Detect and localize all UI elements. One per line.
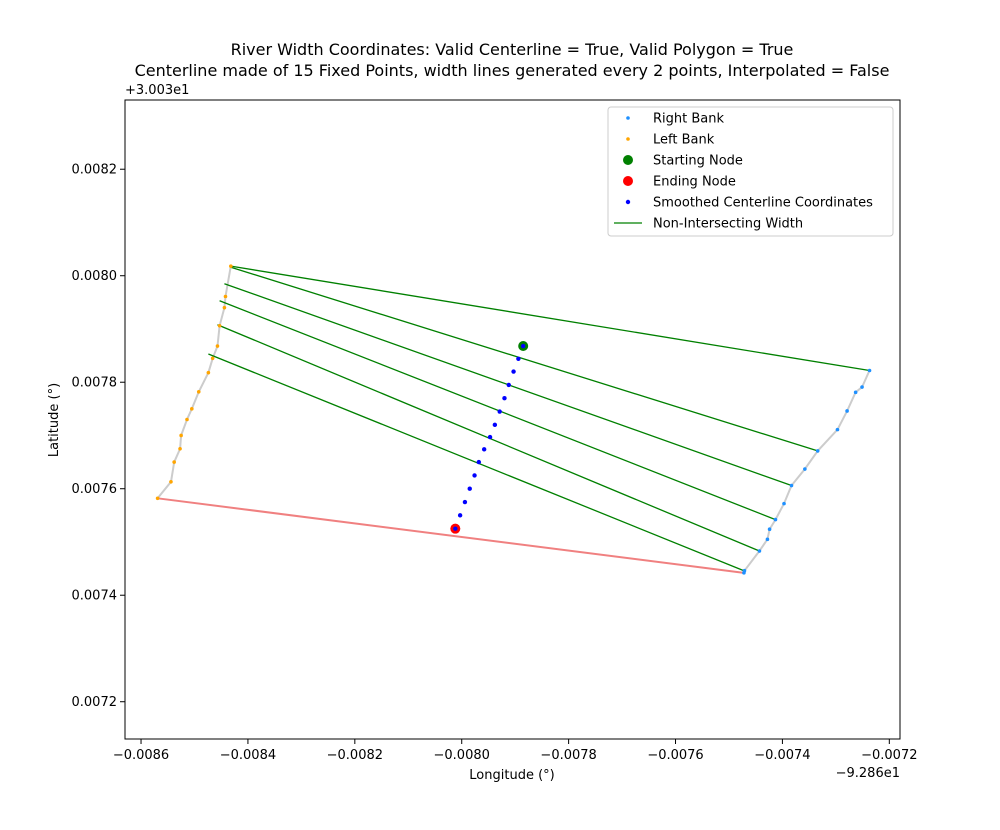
legend-label-3: Ending Node bbox=[653, 175, 736, 190]
right-bank-point-14 bbox=[742, 571, 746, 575]
right-bank-point-10 bbox=[767, 527, 772, 531]
x-tick-label-7: −0.0072 bbox=[861, 748, 917, 763]
centerline-point-2 bbox=[511, 369, 516, 374]
centerline-point-6 bbox=[492, 422, 498, 428]
right-bank-point-12 bbox=[757, 549, 762, 553]
chart-title-line1: River Width Coordinates: Valid Centerlin… bbox=[231, 40, 794, 59]
x-offset-label: −9.286e1 bbox=[836, 766, 900, 781]
left-bank-point-10 bbox=[179, 433, 183, 438]
right-bank-point-3 bbox=[845, 409, 849, 413]
width-line-5 bbox=[208, 353, 745, 572]
x-tick-label-3: −0.0080 bbox=[434, 748, 490, 763]
y-axis-label: Latitude (°) bbox=[47, 383, 62, 457]
centerline-point-4 bbox=[502, 396, 507, 401]
left-bank-point-1 bbox=[223, 294, 228, 299]
left-bank-point-5 bbox=[210, 356, 215, 361]
centerline-point-7 bbox=[487, 434, 493, 440]
plot-layer bbox=[155, 264, 872, 575]
left-bank-point-3 bbox=[217, 323, 222, 328]
width-line-0 bbox=[230, 265, 870, 372]
centerline-point-13 bbox=[457, 513, 463, 518]
right-bank-point-5 bbox=[815, 449, 820, 453]
legend-marker-1 bbox=[626, 137, 630, 141]
right-bank-point-2 bbox=[853, 390, 858, 395]
legend-marker-4 bbox=[625, 199, 631, 205]
centerline-point-10 bbox=[472, 473, 477, 478]
right-bank-point-4 bbox=[835, 427, 840, 432]
right-bank-point-11 bbox=[765, 537, 770, 542]
right-bank-point-1 bbox=[860, 385, 864, 389]
plot-frame bbox=[124, 99, 901, 740]
legend-label-4: Smoothed Centerline Coordinates bbox=[653, 196, 873, 211]
y-tick-label-3: 0.0078 bbox=[72, 376, 118, 391]
y-tick-label-4: 0.0080 bbox=[72, 269, 118, 284]
legend-label-5: Non-Intersecting Width bbox=[653, 217, 803, 232]
left-bank-point-11 bbox=[178, 446, 182, 451]
y-offset-label: +3.003e1 bbox=[125, 83, 189, 98]
x-tick-label-4: −0.0078 bbox=[540, 748, 596, 763]
x-tick-label-2: −0.0082 bbox=[327, 748, 383, 763]
legend-marker-3 bbox=[623, 176, 633, 186]
centerline-point-12 bbox=[462, 499, 468, 505]
centerline-point-5 bbox=[497, 409, 502, 414]
y-tick-label-5: 0.0082 bbox=[72, 163, 118, 178]
centerline-point-9 bbox=[476, 459, 482, 465]
x-axis-label: Longitude (°) bbox=[469, 768, 554, 783]
right-bank-point-8 bbox=[782, 501, 786, 506]
centerline-point-11 bbox=[467, 486, 472, 491]
centerline-point-3 bbox=[506, 382, 511, 388]
right-bank-point-0 bbox=[867, 368, 872, 373]
centerline-point-8 bbox=[481, 447, 487, 452]
y-tick-label-0: 0.0072 bbox=[72, 695, 118, 710]
y-tick-label-1: 0.0074 bbox=[72, 589, 118, 604]
y-axis-ticks: 0.0072 0.0074 0.0076 0.0078 0.0080 0.0082 bbox=[72, 163, 125, 710]
left-bank-point-6 bbox=[206, 370, 211, 375]
left-bank-point-0 bbox=[229, 264, 233, 268]
right-bank-point-6 bbox=[803, 467, 807, 471]
centerline-point-0 bbox=[520, 343, 526, 349]
left-bank-point-14 bbox=[155, 496, 160, 501]
centerline-point-14 bbox=[453, 526, 458, 531]
legend-label-2: Starting Node bbox=[653, 154, 743, 169]
legend-marker-0 bbox=[626, 116, 630, 120]
left-bank-point-4 bbox=[215, 344, 220, 348]
x-tick-label-6: −0.0074 bbox=[754, 748, 810, 763]
bank-closing-line bbox=[157, 497, 745, 574]
left-bank-point-8 bbox=[190, 407, 194, 411]
legend-label-0: Right Bank bbox=[653, 112, 724, 127]
x-tick-label-1: −0.0084 bbox=[220, 748, 276, 763]
width-line-1 bbox=[230, 266, 818, 452]
right-bank-point-7 bbox=[789, 483, 794, 488]
x-axis-ticks: −0.0086 −0.0084 −0.0082 −0.0080 −0.0078 −0.00… bbox=[113, 739, 918, 763]
right-bank-point-9 bbox=[773, 517, 778, 522]
left-bank-point-2 bbox=[222, 305, 227, 310]
y-tick-label-2: 0.0076 bbox=[72, 482, 118, 497]
width-line-3 bbox=[219, 300, 776, 521]
x-tick-label-5: −0.0076 bbox=[647, 748, 703, 763]
legend: Right Bank Left Bank Starting Node Ending N… bbox=[607, 106, 894, 237]
left-bank-point-12 bbox=[172, 460, 176, 464]
legend-label-1: Left Bank bbox=[653, 133, 715, 148]
left-bank-point-9 bbox=[185, 417, 189, 422]
x-tick-label-0: −0.0086 bbox=[113, 748, 169, 763]
left-bank-point-7 bbox=[196, 390, 201, 394]
chart-title-line2: Centerline made of 15 Fixed Points, widt… bbox=[135, 61, 890, 80]
legend-marker-2 bbox=[623, 155, 633, 165]
centerline-point-1 bbox=[516, 356, 521, 361]
left-bank-point-13 bbox=[169, 480, 173, 484]
legend-box bbox=[607, 106, 894, 237]
